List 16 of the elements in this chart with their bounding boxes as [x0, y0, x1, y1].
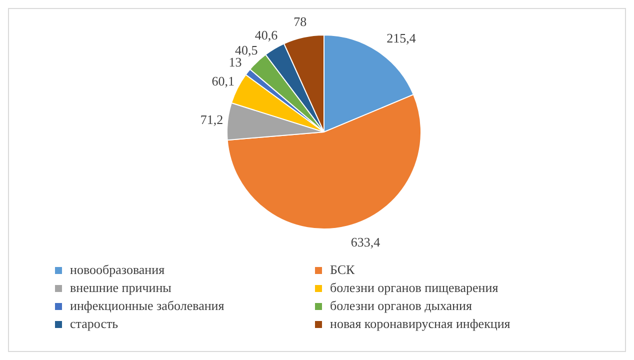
- legend-label: БСК: [330, 262, 355, 278]
- legend-label: инфекционные заболевания: [70, 298, 224, 314]
- legend-label: новая коронавирусная инфекция: [330, 316, 510, 332]
- legend-label: внешние причины: [70, 280, 172, 296]
- data-label: 40,5: [235, 42, 258, 58]
- data-label: 633,4: [350, 234, 381, 250]
- data-label: 78: [294, 14, 307, 30]
- legend-label: новообразования: [70, 262, 165, 278]
- data-label: 215,4: [386, 30, 416, 46]
- legend-label: болезни органов пищеварения: [330, 280, 498, 296]
- data-label: 40,6: [254, 27, 278, 42]
- legend-label: старость: [70, 316, 118, 332]
- legend-label: болезни органов дыхания: [330, 298, 472, 314]
- data-label: 71,2: [200, 112, 224, 128]
- data-label: 60,1: [212, 73, 235, 88]
- data-label: 13: [228, 54, 242, 70]
